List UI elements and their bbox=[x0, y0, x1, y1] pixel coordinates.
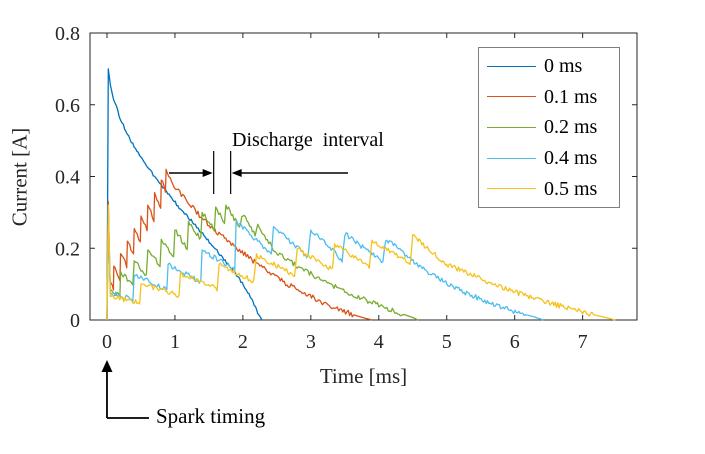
y-tick-label: 0.2 bbox=[55, 238, 80, 260]
series-line-0-4-ms bbox=[106, 215, 544, 321]
legend-line-swatch bbox=[487, 157, 536, 159]
spark-timing-label: Spark timing bbox=[156, 404, 266, 428]
legend-entry-label: 0.4 ms bbox=[544, 147, 598, 170]
legend-entry-label: 0.1 ms bbox=[544, 85, 598, 108]
x-axis-title: Time [ms] bbox=[319, 364, 408, 388]
y-tick-label: 0.6 bbox=[55, 95, 80, 117]
legend-entry: 0 ms bbox=[479, 56, 619, 76]
y-axis-title: Current [A] bbox=[7, 127, 32, 227]
legend-entry-label: 0 ms bbox=[544, 55, 583, 78]
legend-line-swatch bbox=[487, 65, 536, 67]
x-tick-label: 0 bbox=[102, 331, 112, 353]
legend-entry: 0.1 ms bbox=[479, 87, 619, 107]
y-tick-label: 0.8 bbox=[55, 23, 80, 45]
legend-entry: 0.5 ms bbox=[479, 179, 619, 199]
x-tick-label: 3 bbox=[306, 331, 316, 353]
y-tick-label: 0.4 bbox=[55, 167, 80, 189]
series-line-0-1-ms bbox=[106, 168, 373, 321]
interval-arrowhead-right-pointing bbox=[202, 169, 213, 177]
series-line-0-2-ms bbox=[106, 204, 419, 321]
legend-line-swatch bbox=[487, 96, 536, 98]
discharge-interval-label: Discharge interval bbox=[232, 129, 384, 151]
legend-line-swatch bbox=[487, 188, 536, 190]
x-tick-label: 6 bbox=[510, 331, 520, 353]
x-tick-label: 5 bbox=[442, 331, 452, 353]
legend-entry: 0.4 ms bbox=[479, 148, 619, 168]
x-tick-label: 4 bbox=[374, 331, 384, 353]
legend-entry-label: 0.2 ms bbox=[544, 116, 598, 139]
legend-entry: 0.2 ms bbox=[479, 117, 619, 137]
y-tick-label: 0 bbox=[70, 310, 80, 332]
legend-entry-label: 0.5 ms bbox=[544, 177, 598, 200]
x-tick-label: 7 bbox=[578, 331, 588, 353]
series-line-0-5-ms bbox=[106, 204, 616, 321]
legend-box: 0 ms 0.1 ms 0.2 ms 0.4 ms 0.5 ms bbox=[478, 47, 620, 208]
spark-arrowhead-up bbox=[101, 360, 113, 372]
x-tick-label: 2 bbox=[238, 331, 248, 353]
interval-arrowhead-left-pointing bbox=[231, 169, 242, 177]
legend-line-swatch bbox=[487, 126, 536, 128]
x-tick-label: 1 bbox=[170, 331, 180, 353]
